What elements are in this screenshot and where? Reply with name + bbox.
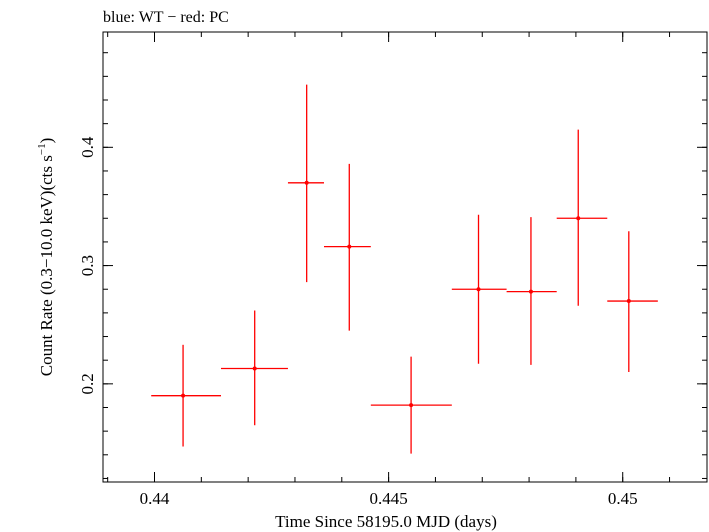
data-marker (252, 366, 257, 371)
data-point (220, 310, 288, 426)
data-marker (347, 244, 352, 249)
data-point (323, 163, 371, 331)
y-axis-label-superscript: −1 (36, 143, 48, 155)
y-axis-label-end: ) (37, 138, 56, 144)
data-point (506, 217, 557, 365)
data-point (607, 231, 658, 373)
data-marker (576, 216, 581, 221)
axis-tick-labels: 0.44 0.445 0.45 0.2 0.3 0.4 (78, 136, 638, 508)
data-point (287, 84, 324, 283)
axis-ticks (103, 32, 707, 482)
data-marker (528, 289, 533, 294)
data-marker (626, 299, 631, 304)
data-point (151, 344, 221, 447)
chart-title: blue: WT − red: PC (103, 9, 229, 26)
plot-frame (102, 31, 708, 483)
y-tick-label: 0.3 (78, 255, 97, 276)
y-tick-label: 0.4 (78, 136, 97, 158)
data-marker (409, 403, 414, 408)
data-series-pc (151, 84, 658, 454)
data-point (451, 214, 507, 364)
x-tick-label: 0.44 (140, 489, 170, 508)
data-marker (304, 180, 309, 185)
data-point (556, 129, 608, 306)
data-point (370, 356, 452, 454)
data-marker (181, 393, 186, 398)
x-axis-label: Time Since 58195.0 MJD (days) (275, 512, 497, 531)
x-tick-label: 0.45 (608, 489, 638, 508)
y-axis-label: Count Rate (0.3−10.0 keV)(cts s−1) (36, 138, 56, 377)
data-marker (476, 287, 481, 292)
x-tick-label: 0.445 (369, 489, 407, 508)
y-axis-label-main: Count Rate (0.3−10.0 keV)(cts s (37, 155, 56, 376)
y-tick-label: 0.2 (78, 373, 97, 394)
